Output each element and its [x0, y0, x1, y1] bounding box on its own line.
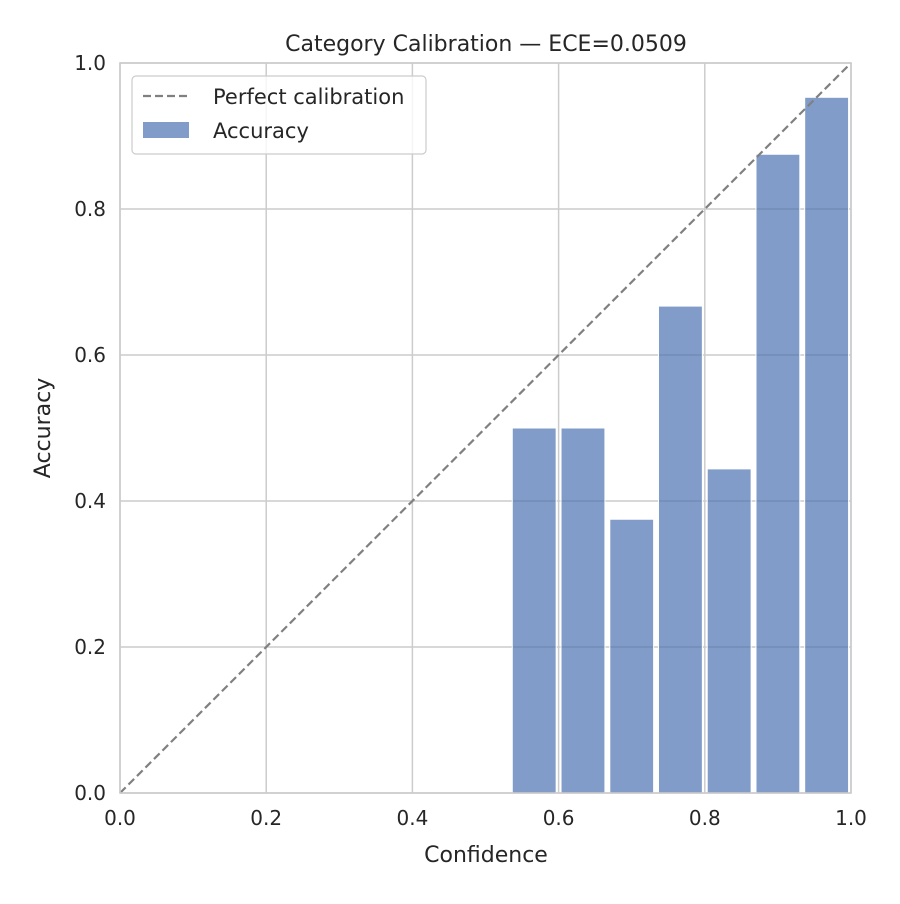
legend-label-perfect: Perfect calibration — [213, 85, 404, 109]
accuracy-bar — [804, 96, 850, 794]
y-tick-label: 0.8 — [74, 197, 106, 221]
x-tick-label: 0.2 — [250, 806, 282, 830]
accuracy-bar — [560, 427, 606, 794]
x-tick-label: 1.0 — [835, 806, 867, 830]
chart-title: Category Calibration — ECE=0.0509 — [285, 32, 687, 57]
x-axis-label: Confidence — [424, 843, 548, 868]
bars — [511, 96, 850, 794]
y-tick-label: 0.4 — [74, 489, 106, 513]
legend-label-accuracy: Accuracy — [213, 119, 309, 143]
x-tick-label: 0.6 — [543, 806, 575, 830]
ticks: 0.0 0.2 0.4 0.6 0.8 1.0 0.0 0.2 0.4 0.6 0.8 1.0 — [74, 51, 867, 830]
x-tick-label: 0.4 — [396, 806, 428, 830]
accuracy-bar — [657, 305, 703, 794]
y-tick-label: 1.0 — [74, 51, 106, 75]
perfect-calibration-line — [119, 62, 852, 794]
accuracy-bar — [511, 427, 557, 794]
x-tick-label: 0.8 — [689, 806, 721, 830]
y-axis-label: Accuracy — [31, 378, 56, 478]
accuracy-bar — [609, 518, 655, 794]
y-tick-label: 0.6 — [74, 343, 106, 367]
accuracy-bar — [706, 468, 752, 794]
legend: Perfect calibration Accuracy — [131, 75, 427, 155]
accuracy-bar — [755, 153, 801, 794]
legend-box — [131, 75, 427, 155]
y-tick-label: 0.2 — [74, 635, 106, 659]
y-tick-label: 0.0 — [74, 781, 106, 805]
plot-frame — [119, 62, 852, 794]
x-tick-label: 0.0 — [104, 806, 136, 830]
legend-bar-swatch — [143, 122, 189, 138]
